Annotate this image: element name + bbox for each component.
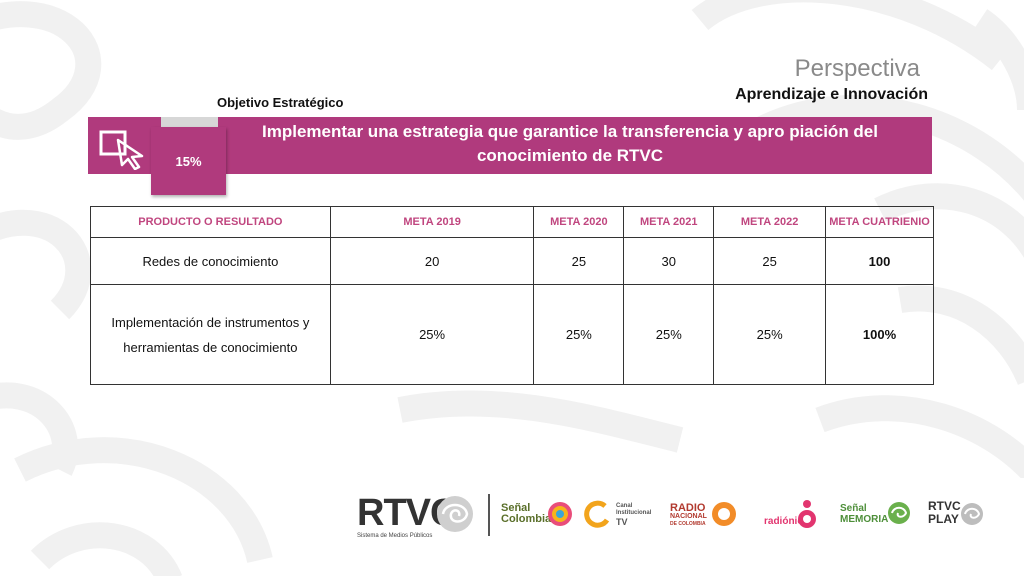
canal-institucional-line2: Institucional: [616, 510, 652, 516]
cell-meta-cuatrienio: 100%: [825, 284, 934, 385]
cell-meta-2020: 25: [533, 237, 625, 285]
senal-memoria-logo: Señal MEMORIA: [840, 503, 888, 525]
cell-meta-2021: 30: [623, 237, 715, 285]
radionica-icon: [798, 500, 816, 528]
rtvc-play-logo: RTVC PLAY: [928, 500, 961, 526]
radio-nacional-line1: RADIO: [670, 502, 706, 514]
rtvc-swirl-icon: [437, 496, 473, 532]
radio-nacional-icon: [712, 502, 736, 526]
goals-table: PRODUCTO O RESULTADO META 2019 META 2020…: [90, 206, 934, 385]
rtvc-play-line2: PLAY: [928, 512, 959, 526]
radio-nacional-logo: RADIO NACIONAL DE COLOMBIA: [670, 502, 707, 528]
senal-colombia-line2: Colombia: [501, 513, 552, 525]
cursor-click-icon: [99, 130, 144, 170]
senal-memoria-icon: [888, 502, 910, 524]
senal-memoria-line2: MEMORIA: [840, 514, 889, 525]
header-meta-2022: META 2022: [713, 206, 827, 238]
header-meta-2021: META 2021: [623, 206, 715, 238]
cell-meta-2019: 25%: [329, 284, 535, 385]
cell-meta-2021: 25%: [623, 284, 715, 385]
header-meta-2020: META 2020: [533, 206, 625, 238]
radio-nacional-line2: NACIONAL: [670, 513, 707, 520]
table-row: Redes de conocimiento 20 25 30 25 100: [90, 237, 934, 285]
canal-institucional-line3: TV: [616, 517, 628, 527]
cell-producto: Implementación de instrumentos y herrami…: [90, 284, 331, 385]
canal-institucional-logo: Canal Institucional TV: [616, 503, 651, 527]
objective-text: Implementar una estrategia que garantice…: [262, 122, 878, 165]
objective-label: Objetivo Estratégico: [217, 95, 344, 110]
cell-meta-2020: 25%: [533, 284, 625, 385]
header-meta-2019: META 2019: [329, 206, 535, 238]
cell-producto: Redes de conocimiento: [90, 237, 331, 285]
table-header-row: PRODUCTO O RESULTADO META 2019 META 2020…: [90, 206, 934, 238]
header-meta-cuatrienio: META CUATRIENIO: [825, 206, 934, 238]
radionica-logo: radiónica: [764, 516, 809, 527]
rtvc-tagline: Sistema de Medios Públicos: [357, 533, 433, 539]
canal-institucional-line1: Canal: [616, 503, 633, 509]
radio-nacional-line3: DE COLOMBIA: [670, 521, 706, 527]
cell-meta-2022: 25%: [713, 284, 827, 385]
logo-divider: [488, 494, 490, 536]
header-producto: PRODUCTO O RESULTADO: [90, 206, 331, 238]
objective-percentage: 15%: [151, 127, 226, 195]
perspective-subtitle: Aprendizaje e Innovación: [735, 86, 928, 103]
cell-meta-2019: 20: [329, 237, 535, 285]
canal-institucional-icon: [584, 500, 610, 528]
percentage-tab: [161, 117, 218, 127]
cell-meta-cuatrienio: 100: [825, 237, 934, 285]
senal-colombia-icon: [548, 502, 572, 526]
senal-memoria-line1: Señal: [840, 503, 867, 514]
rtvc-play-line1: RTVC: [928, 499, 961, 513]
senal-colombia-logo: Señal Colombia: [501, 503, 551, 525]
table-row: Implementación de instrumentos y herrami…: [90, 284, 934, 385]
senal-colombia-line1: Señal: [501, 502, 531, 514]
perspective-title: Perspectiva: [794, 55, 920, 82]
objective-banner: [88, 117, 932, 174]
logo-strip: [312, 478, 1024, 576]
rtvc-play-icon: [961, 503, 983, 525]
cell-meta-2022: 25: [713, 237, 827, 285]
